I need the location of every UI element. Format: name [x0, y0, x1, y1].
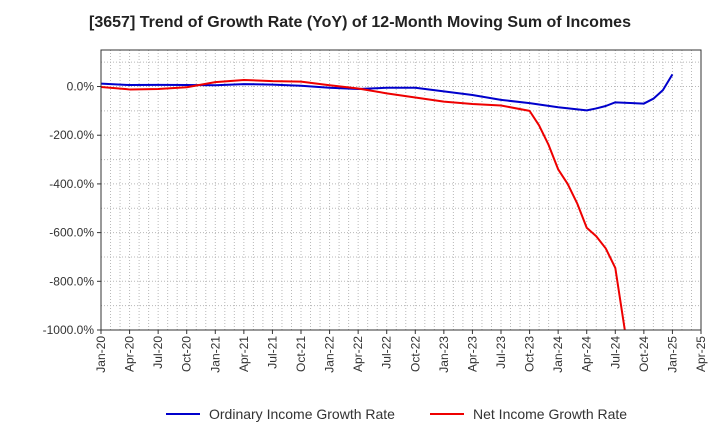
x-tick-label: Jan-24: [551, 336, 565, 373]
x-tick-label: Apr-20: [123, 336, 137, 372]
grid-lines: [101, 50, 701, 330]
x-tick-label: Apr-25: [694, 336, 708, 372]
chart-title: [3657] Trend of Growth Rate (YoY) of 12-…: [89, 14, 631, 31]
y-tick-label: -800.0%: [49, 274, 94, 288]
x-tick-label: Jul-24: [608, 336, 622, 369]
x-tick-label: Apr-21: [237, 336, 251, 372]
series-line-2: [101, 78, 626, 330]
series-line-1: [101, 73, 674, 112]
y-tick-label: -400.0%: [49, 177, 94, 191]
x-tick-label: Oct-21: [294, 336, 308, 372]
legend: Ordinary Income Growth Rate Net Income Gr…: [166, 406, 627, 422]
x-tick-label: Oct-22: [408, 336, 422, 372]
x-tick-label: Apr-22: [351, 336, 365, 372]
legend-label: Ordinary Income Growth Rate: [209, 406, 395, 422]
y-tick-label: -600.0%: [49, 226, 94, 240]
series-lines: [101, 73, 674, 330]
legend-label: Net Income Growth Rate: [473, 406, 627, 422]
y-tick-label: 0.0%: [67, 80, 95, 94]
x-tick-label: Jan-23: [437, 336, 451, 373]
x-tick-label: Apr-23: [465, 336, 479, 372]
x-tick-label: Oct-23: [523, 336, 537, 372]
x-tick-label: Apr-24: [580, 336, 594, 372]
x-tick-label: Jan-22: [323, 336, 337, 373]
x-tick-label: Jul-22: [380, 336, 394, 369]
x-tick-label: Jul-20: [151, 336, 165, 369]
x-tick-label: Jan-20: [94, 336, 108, 373]
x-tick-label: Oct-24: [637, 336, 651, 372]
x-tick-label: Jan-21: [208, 336, 222, 373]
plot-area: [101, 50, 701, 330]
x-tick-label: Oct-20: [180, 336, 194, 372]
x-axis-ticks: Jan-20 Apr-20 Jul-20 Oct-20 Jan-21 Apr-21 Jul-…: [94, 330, 708, 373]
plot-border: [100, 49, 702, 331]
y-tick-label: -200.0%: [49, 128, 94, 142]
y-tick-label: -1000.0%: [43, 323, 95, 337]
x-tick-label: Jul-23: [494, 336, 508, 369]
y-axis-ticks: 0.0% -200.0% -400.0% -600.0% -800.0% -1000.0%: [43, 80, 101, 337]
x-tick-label: Jan-25: [665, 336, 679, 373]
x-tick-label: Jul-21: [265, 336, 279, 369]
